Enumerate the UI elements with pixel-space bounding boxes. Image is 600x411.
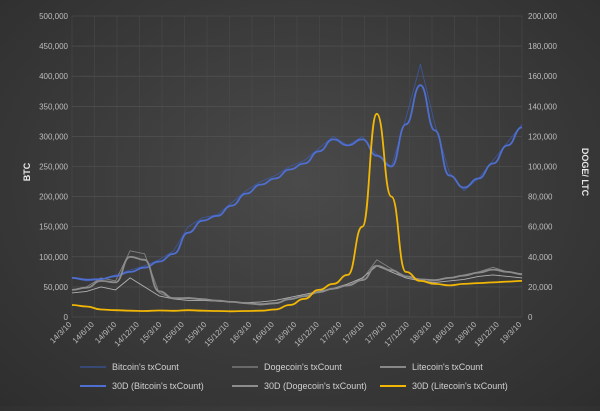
left-tick-label: 150,000 [39, 223, 68, 232]
left-tick-label: 500,000 [39, 12, 68, 21]
legend-label: Litecoin's txCount [412, 362, 483, 372]
right-tick-label: 180,000 [528, 42, 557, 51]
series-layer [71, 63, 523, 313]
right-axis-title: DOGE/ LTC [580, 148, 590, 197]
right-tick-label: 120,000 [528, 132, 557, 141]
x-tick-label: 15/12/10 [203, 320, 232, 349]
right-tick-label: 40,000 [528, 253, 553, 262]
right-tick-label: 140,000 [528, 102, 557, 111]
series-line-5 [71, 112, 523, 313]
x-tick-label: 17/6/10 [341, 320, 367, 346]
left-tick-label: 0 [64, 313, 69, 322]
left-tick-label: 350,000 [39, 102, 68, 111]
x-tick-label: 18/6/10 [431, 320, 457, 346]
grid [71, 15, 523, 318]
left-tick-label: 300,000 [39, 132, 68, 141]
right-tick-label: 20,000 [528, 283, 553, 292]
right-tick-label: 80,000 [528, 193, 553, 202]
series-line-2 [71, 265, 523, 304]
x-tick-label: 16/6/10 [251, 320, 277, 346]
x-tick-label: 14/3/10 [48, 320, 74, 346]
left-tick-label: 250,000 [39, 163, 68, 172]
left-tick-label: 100,000 [39, 253, 68, 262]
legend-label: 30D (Litecoin's txCount) [412, 381, 508, 391]
x-tick-label: 16/12/10 [293, 320, 322, 349]
x-tick-label: 14/6/10 [71, 320, 97, 346]
x-tick-label: 14/12/10 [113, 320, 142, 349]
right-tick-label: 200,000 [528, 12, 557, 21]
legend-label: 30D (Bitcoin's txCount) [112, 381, 204, 391]
right-tick-label: 160,000 [528, 72, 557, 81]
legend: Bitcoin's txCount Dogecoin's txCount Litec… [80, 362, 508, 391]
left-axis: 0 50,000 100,000 150,000 200,000 250,000 300,0… [39, 12, 68, 322]
series-line-3 [71, 84, 523, 281]
x-tick-label: 15/6/10 [161, 320, 187, 346]
left-tick-label: 450,000 [39, 42, 68, 51]
left-tick-label: 200,000 [39, 193, 68, 202]
x-tick-label: 17/12/10 [383, 320, 412, 349]
x-tick-label: 18/12/10 [473, 320, 502, 349]
series-line-0 [71, 63, 523, 282]
left-tick-label: 50,000 [44, 283, 69, 292]
x-tick-label: 16/3/10 [228, 320, 254, 346]
right-tick-label: 0 [528, 313, 533, 322]
legend-label: Bitcoin's txCount [112, 362, 179, 372]
x-axis: 14/3/1014/6/1014/9/1014/12/1015/3/1015/6… [48, 320, 524, 349]
legend-label: Dogecoin's txCount [264, 362, 342, 372]
right-axis: 0 20,000 40,000 60,000 80,000 100,000 120,000 1… [528, 12, 557, 322]
x-tick-label: 19/3/10 [498, 320, 524, 346]
left-axis-title: BTC [22, 162, 32, 181]
series-line-4 [71, 255, 523, 306]
legend-label: 30D (Dogecoin's txCount) [264, 381, 367, 391]
x-tick-label: 17/3/10 [318, 320, 344, 346]
x-tick-label: 15/3/10 [138, 320, 164, 346]
left-tick-label: 400,000 [39, 72, 68, 81]
x-tick-label: 18/3/10 [408, 320, 434, 346]
right-tick-label: 100,000 [528, 163, 557, 172]
right-tick-label: 60,000 [528, 223, 553, 232]
